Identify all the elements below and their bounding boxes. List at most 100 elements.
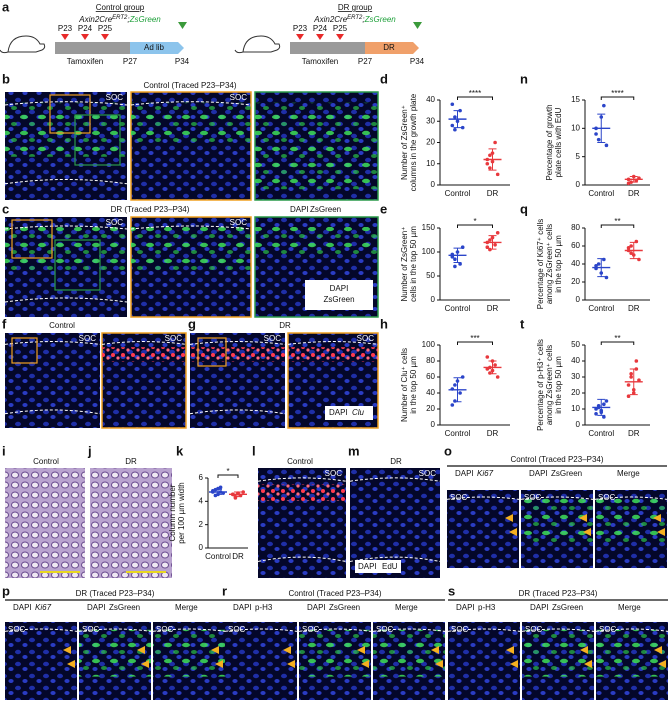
end-label: P34 xyxy=(410,57,425,66)
timeline xyxy=(290,42,365,54)
drug-label: Tamoxifen xyxy=(302,57,338,66)
y-tick-label: 0 xyxy=(431,180,436,189)
panel-letter: n xyxy=(520,71,528,86)
data-point xyxy=(596,137,601,142)
panel-letter: j xyxy=(87,443,92,458)
y-tick-label: 150 xyxy=(422,223,436,232)
data-point xyxy=(493,243,497,247)
data-point xyxy=(626,383,631,387)
panel-letter: g xyxy=(188,316,196,331)
zsgreen-signal xyxy=(596,629,668,677)
diet-label: Ad lib xyxy=(144,43,165,52)
y-axis-label: Number of ZsGreen⁺ xyxy=(400,227,409,302)
label: Control (Traced P23–P34) xyxy=(143,81,236,90)
arrowhead xyxy=(505,514,513,522)
mouse-icon xyxy=(234,35,281,54)
boundary xyxy=(4,297,128,303)
y-tick-label: 2 xyxy=(199,520,204,529)
y-tick-label: 30 xyxy=(571,372,580,381)
injection-marker xyxy=(316,34,324,40)
data-point xyxy=(458,391,462,395)
x-tick-label: DR xyxy=(487,304,499,313)
data-point xyxy=(488,238,492,242)
data-point xyxy=(458,262,462,266)
label: DAPI xyxy=(233,603,252,612)
zsgreen-signal xyxy=(255,102,378,190)
zsgreen-signal xyxy=(522,629,594,677)
label: ZsGreen xyxy=(310,205,341,214)
y-tick-label: 0 xyxy=(431,295,436,304)
y-tick-label: 80 xyxy=(426,356,435,365)
injection-marker xyxy=(296,34,304,40)
legend-box xyxy=(355,560,401,573)
label: ZsGreen xyxy=(552,603,583,612)
group-title: Control group xyxy=(96,3,145,12)
arrowhead xyxy=(579,514,587,522)
soc-label: SOC xyxy=(376,625,394,634)
micrograph xyxy=(225,622,297,700)
gene-sep: ; xyxy=(127,15,129,24)
micrograph xyxy=(350,468,440,578)
gene: Axin2Cre xyxy=(313,15,347,24)
y-tick-label: 0 xyxy=(576,180,581,189)
soc-label: SOC xyxy=(8,625,26,634)
inset-box xyxy=(197,337,227,367)
zsgreen-signal xyxy=(79,629,151,677)
data-point xyxy=(637,257,641,262)
label: Control (Traced P23–P34) xyxy=(288,589,381,598)
arrowhead xyxy=(137,646,145,654)
data-point xyxy=(453,264,457,269)
boundary xyxy=(4,101,128,106)
zsgreen-signal xyxy=(5,102,127,157)
label: EdU xyxy=(382,562,398,571)
x-tick-label: DR xyxy=(628,304,640,313)
boundary xyxy=(595,628,669,632)
boundary xyxy=(287,341,379,345)
panel-letter: s xyxy=(448,583,455,598)
data-point xyxy=(594,407,598,411)
mouse-icon xyxy=(0,35,46,54)
data-point xyxy=(629,251,633,255)
label: p-H3 xyxy=(255,603,273,612)
y-tick-label: 15 xyxy=(571,95,580,104)
inset-box xyxy=(11,337,38,364)
data-point xyxy=(460,245,465,249)
x-tick-label: Control xyxy=(445,429,471,438)
panel-letter: e xyxy=(380,201,387,216)
label: DR xyxy=(125,457,137,466)
arrowhead xyxy=(657,528,665,536)
boundary xyxy=(4,628,78,632)
data-point xyxy=(626,394,631,399)
label: ZsGreen xyxy=(551,469,582,478)
y-tick-label: 0 xyxy=(576,295,581,304)
significance-bracket xyxy=(600,341,635,345)
data-point xyxy=(493,363,497,367)
data-point xyxy=(495,375,500,379)
panel-letter: a xyxy=(2,0,10,14)
soc-label: SOC xyxy=(302,625,320,634)
micrograph xyxy=(448,622,520,700)
soc-label: SOC xyxy=(79,334,97,343)
inset-box xyxy=(11,219,53,259)
y-tick-label: 0 xyxy=(431,420,436,429)
soc-label: SOC xyxy=(106,93,124,102)
data-point xyxy=(485,355,490,359)
x-tick-label: DR xyxy=(628,429,640,438)
drug-label: Tamoxifen xyxy=(67,57,103,66)
boundary xyxy=(349,477,441,482)
data-point xyxy=(493,140,497,145)
boundary xyxy=(594,496,668,500)
zsgreen-signal xyxy=(5,227,127,272)
arrowhead xyxy=(141,660,149,668)
soc-label: SOC xyxy=(419,469,437,478)
data-point xyxy=(450,102,455,107)
start-label: P27 xyxy=(123,57,138,66)
panel-letter: i xyxy=(2,443,6,458)
boundary xyxy=(4,409,101,415)
injection-marker xyxy=(101,34,109,40)
arrowhead xyxy=(211,646,219,654)
significance-label: * xyxy=(473,217,476,226)
injection-marker xyxy=(336,34,344,40)
soc-label: SOC xyxy=(230,218,248,227)
y-tick-label: 40 xyxy=(571,356,580,365)
